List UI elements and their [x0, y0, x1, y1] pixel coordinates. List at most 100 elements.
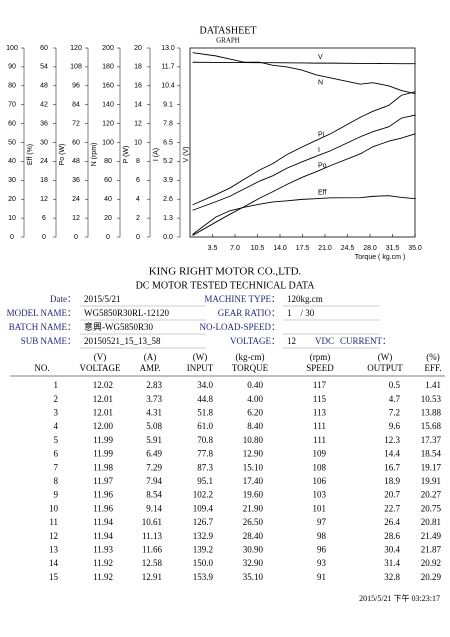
x-tick-label: 21.0: [318, 245, 332, 252]
table-cell: 87.3: [197, 462, 213, 472]
table-cell: 20.81: [421, 517, 441, 527]
timestamp: 2015/5/21 下午 03:23:17: [359, 593, 440, 603]
table-cell: 31.4: [384, 558, 400, 568]
x-tick-label: 10.5: [251, 245, 265, 252]
y-axis-label: Po (W): [59, 144, 66, 166]
table-cell: 4: [54, 421, 59, 431]
y-tick-label: 12: [40, 196, 48, 203]
table-cell: 11.92: [93, 572, 113, 582]
column-unit: (rpm): [310, 352, 331, 362]
table-cell: 153.9: [193, 572, 214, 582]
table-cell: 7.94: [146, 476, 162, 486]
table-cell: 15: [49, 572, 59, 582]
table-cell: 11.13: [142, 531, 162, 541]
field-value: 12: [287, 336, 296, 346]
y-tick-label: 12: [72, 215, 80, 222]
field-label: MACHINE TYPE：: [204, 294, 280, 304]
y-tick-label: 60: [8, 120, 16, 127]
column-header: EFF.: [424, 363, 441, 373]
y-tick-label: 200: [102, 45, 114, 52]
table-cell: 11.66: [142, 544, 162, 554]
field-value: 20150521_15_13_58: [84, 336, 161, 346]
y-tick-label: 5.2: [163, 158, 173, 165]
table-cell: 9.14: [146, 503, 162, 513]
y-tick-label: 30: [40, 139, 48, 146]
y-tick-label: 60: [40, 45, 48, 52]
field-value: 意興-WG5850R30: [84, 321, 153, 332]
table-cell: 10.80: [243, 435, 264, 445]
y-tick-label: 60: [72, 139, 80, 146]
series-line: [192, 91, 416, 206]
field-value: 1 / 30: [287, 308, 315, 318]
table-cell: 26.4: [384, 517, 400, 527]
fields: Date： 2015/5/21 MODEL NAME： WG5850R30RL-…: [7, 294, 391, 349]
field-label: GEAR RATIO：: [218, 308, 280, 318]
y-tick-label: 180: [102, 64, 114, 71]
y-tick-label: 108: [70, 64, 82, 71]
table-cell: 10.61: [142, 517, 162, 527]
table-cell: 8.40: [247, 421, 263, 431]
chart-subtitle: GRAPH: [216, 37, 240, 45]
field-label: BATCH NAME：: [9, 322, 76, 332]
y-tick-label: 10: [134, 139, 142, 146]
table-cell: 12.01: [93, 394, 113, 404]
y-tick-label: 0.0: [163, 234, 173, 241]
table-cell: 108: [313, 462, 327, 472]
x-tick-label: 17.5: [296, 245, 310, 252]
y-axis-label: Eff (%): [27, 144, 34, 165]
x-tick-label: 7.0: [230, 245, 240, 252]
column-header: NO.: [34, 363, 49, 373]
y-tick-label: 0: [42, 234, 46, 241]
y-tick-label: 4: [136, 196, 140, 203]
table-cell: 30.4: [384, 544, 400, 554]
x-tick-label: 3.5: [208, 245, 218, 252]
table-cell: 12.90: [243, 449, 264, 459]
field-unit: VDC: [315, 336, 334, 346]
y-tick-label: 48: [72, 158, 80, 165]
table-cell: 15.68: [421, 421, 442, 431]
y-tick-label: 6: [136, 177, 140, 184]
table-cell: 12.58: [142, 558, 163, 568]
table-cell: 11.98: [93, 462, 113, 472]
table-cell: 9.6: [389, 421, 401, 431]
x-tick-label: 31.5: [386, 245, 400, 252]
x-tick-label: 28.0: [363, 245, 377, 252]
y-tick-label: 60: [104, 177, 112, 184]
table-cell: 5.08: [146, 421, 162, 431]
table-cell: 21.90: [243, 503, 264, 513]
field-label: MODEL NAME：: [7, 308, 76, 318]
table-cell: 20.27: [421, 490, 442, 500]
y-tick-label: 20: [8, 196, 16, 203]
table-cell: 11.97: [93, 476, 113, 486]
table-cell: 0.5: [389, 380, 401, 390]
series-name: I: [318, 147, 320, 154]
y-tick-label: 20: [134, 45, 142, 52]
y-tick-label: 30: [8, 177, 16, 184]
table-cell: 7: [54, 462, 59, 472]
series-name: Po: [318, 163, 327, 170]
table-cell: 21.49: [421, 531, 442, 541]
table-cell: 17.40: [243, 476, 264, 486]
y-tick-label: 7.8: [163, 120, 173, 127]
table-cell: 4.31: [146, 407, 162, 417]
table-cell: 13: [49, 544, 59, 554]
series-line: [192, 114, 416, 211]
table-cell: 113: [313, 407, 327, 417]
y-tick-label: 3.9: [163, 177, 173, 184]
y-tick-label: 2.6: [163, 196, 173, 203]
y-tick-label: 90: [8, 64, 16, 71]
y-tick-label: 40: [8, 158, 16, 165]
y-tick-label: 14: [134, 102, 142, 109]
plot-frame: [189, 47, 416, 238]
y-tick-label: 10.4: [161, 83, 175, 90]
table-cell: 34.0: [197, 380, 213, 390]
table-cell: 20.7: [384, 490, 400, 500]
table-cell: 12: [49, 531, 58, 541]
table-cell: 35.10: [243, 572, 264, 582]
table-cell: 11.96: [93, 503, 113, 513]
y-tick-label: 0: [74, 234, 78, 241]
field-label: NO-LOAD-SPEED：: [200, 322, 281, 332]
table-cell: 70.8: [197, 435, 213, 445]
table-cell: 10.53: [421, 394, 442, 404]
table-cell: 12.3: [384, 435, 400, 445]
